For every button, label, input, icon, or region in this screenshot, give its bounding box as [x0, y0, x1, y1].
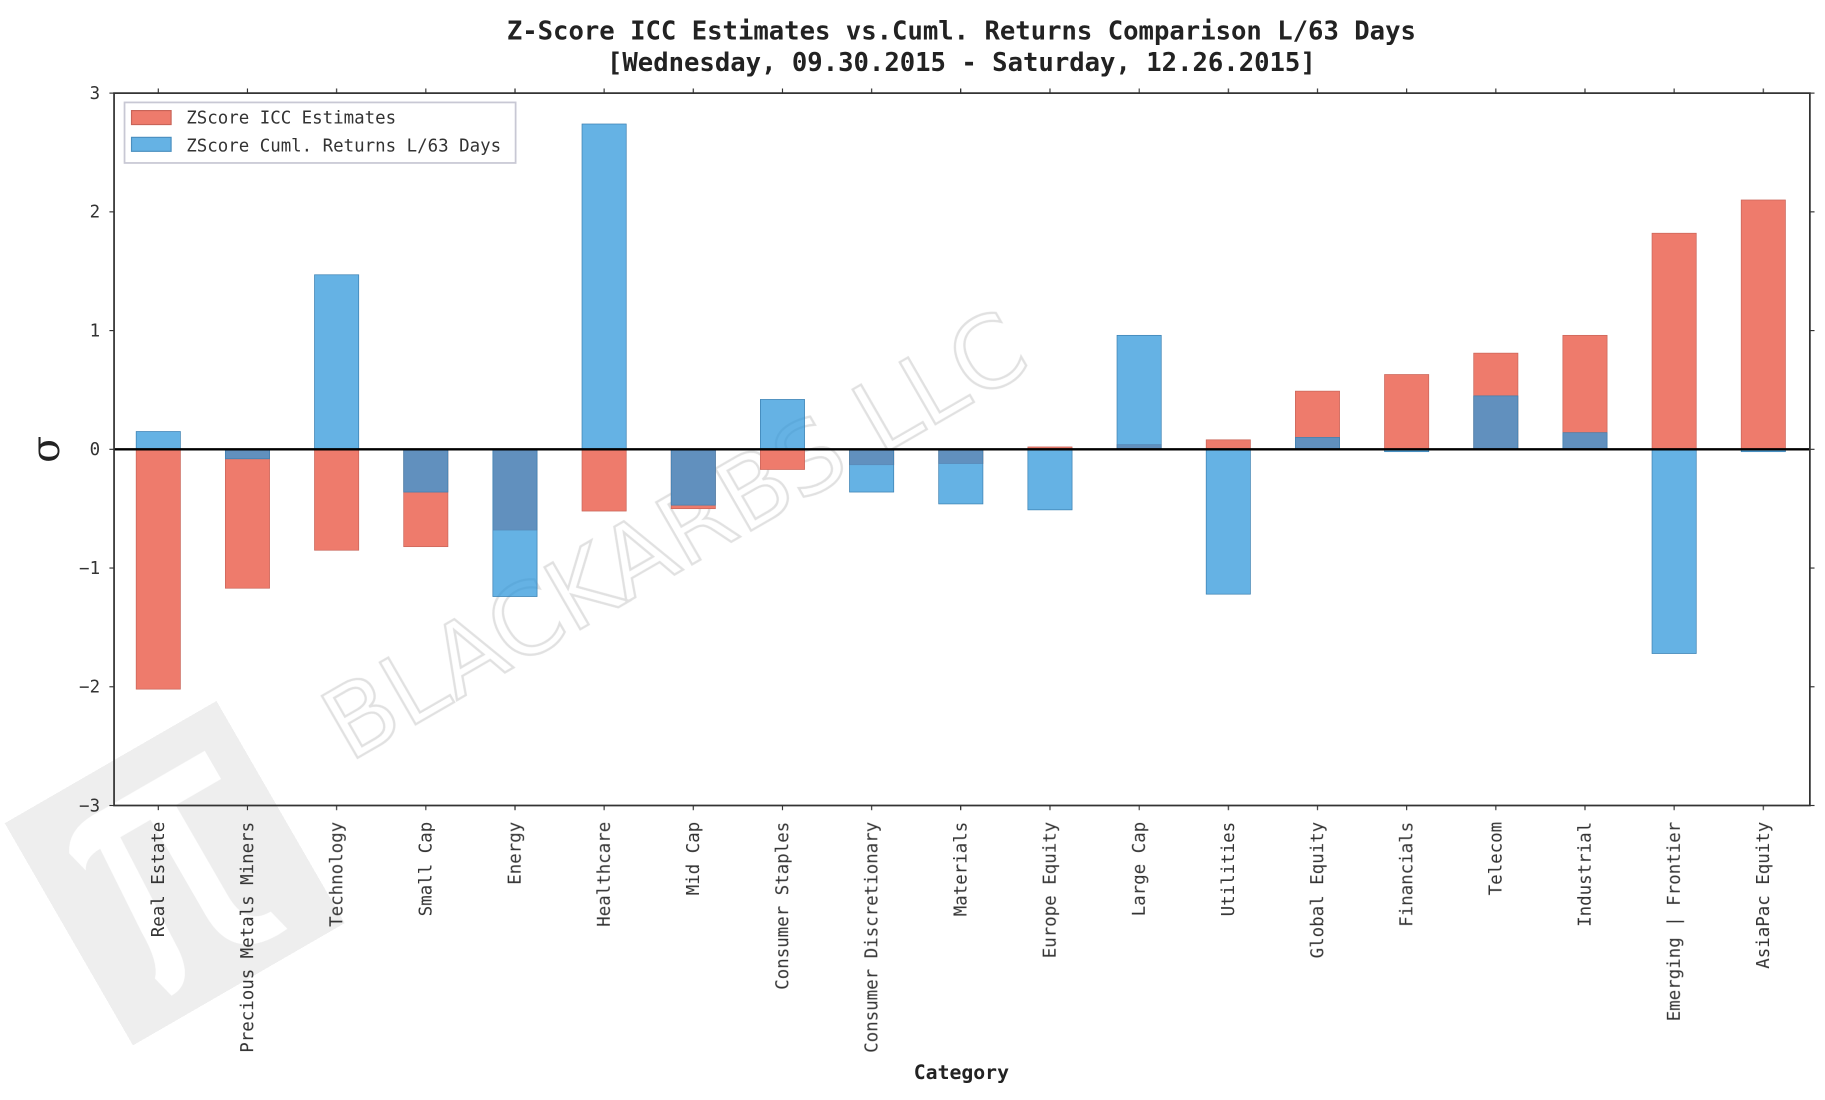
bar-returns-4 [492, 448, 538, 597]
bar-icc-16 [1562, 334, 1608, 450]
y-tick-label: 3 [90, 84, 100, 104]
y-tick-label: −2 [79, 678, 100, 698]
x-tick-label: Consumer Discretionary [862, 822, 882, 1053]
x-tick-label: Consumer Staples [773, 822, 793, 990]
x-tick-label: Real Estate [149, 822, 169, 937]
bar-returns-1 [224, 448, 270, 460]
legend: ZScore ICC Estimates ZScore Cuml. Return… [123, 101, 517, 164]
legend-label-returns: ZScore Cuml. Returns L/63 Days [186, 136, 501, 156]
x-tick-label: Energy [506, 822, 526, 885]
bar-icc-17 [1651, 232, 1697, 450]
bar-returns-12 [1205, 448, 1251, 595]
bar-returns-5 [581, 123, 627, 450]
x-tick-label: Large Cap [1130, 822, 1150, 916]
bar-returns-3 [403, 448, 449, 493]
x-tick-label: Healthcare [595, 822, 615, 927]
bar-icc-2 [314, 448, 360, 551]
bar-returns-16 [1562, 432, 1608, 450]
y-axis-label: σ [23, 436, 69, 463]
x-axis-label: Category [914, 1061, 1009, 1084]
pi-icon [69, 750, 288, 996]
x-tick-label: Materials [952, 822, 972, 916]
bar-returns-13 [1295, 437, 1340, 450]
x-tick-label: Small Cap [417, 822, 437, 916]
bar-icc-7 [760, 448, 805, 470]
bar-icc-5 [581, 448, 627, 512]
bar-returns-8 [849, 448, 895, 493]
x-tick-label: Emerging | Frontier [1665, 822, 1685, 1021]
bar-icc-1 [224, 448, 270, 589]
bar-icc-14 [1384, 374, 1430, 450]
chart-title: Z-Score ICC Estimates vs.Cuml. Returns C… [507, 17, 1416, 47]
x-tick-label: Telecom [1487, 822, 1507, 896]
x-tick-label: Global Equity [1308, 822, 1328, 958]
legend-box [123, 101, 517, 164]
y-tick-label: 0 [90, 440, 100, 460]
bar-icc-12 [1205, 439, 1251, 450]
axes: −3 −2 −1 0 1 2 3 Real Estate Precious Metals Min… [79, 84, 1815, 1053]
x-tick-label: Precious Metals Miners [238, 822, 258, 1053]
x-tick-label: Industrial [1576, 822, 1596, 927]
legend-label-icc: ZScore ICC Estimates [186, 108, 396, 128]
bars [135, 123, 1786, 690]
bar-icc-18 [1740, 199, 1786, 450]
x-tick-label: Financials [1397, 822, 1417, 927]
x-tick-label: Technology [327, 822, 347, 927]
watermark-logo [4, 701, 345, 1046]
bar-returns-10 [1027, 448, 1073, 511]
bar-returns-15 [1473, 395, 1519, 450]
bar-returns-2 [314, 274, 360, 450]
x-tick-label: Mid Cap [684, 822, 704, 896]
y-tick-label: −3 [79, 796, 100, 816]
bar-returns-11 [1116, 334, 1162, 450]
bar-returns-9 [938, 448, 984, 505]
legend-swatch-icc [130, 109, 172, 126]
bar-returns-0 [135, 431, 181, 450]
legend-swatch-returns [130, 136, 172, 152]
x-tick-label: Utilities [1219, 822, 1239, 916]
bar-returns-6 [670, 448, 716, 506]
bar-returns-17 [1651, 448, 1697, 654]
x-tick-label: Europe Equity [1041, 822, 1061, 958]
chart-subtitle: [Wednesday, 09.30.2015 - Saturday, 12.26… [607, 48, 1316, 78]
bar-returns-7 [760, 399, 805, 450]
y-tick-label: 1 [90, 321, 100, 341]
x-tick-label: AsiaPac Equity [1754, 822, 1774, 969]
bar-icc-0 [135, 448, 181, 690]
y-tick-label: 2 [90, 203, 100, 223]
y-tick-label: −1 [79, 559, 100, 579]
